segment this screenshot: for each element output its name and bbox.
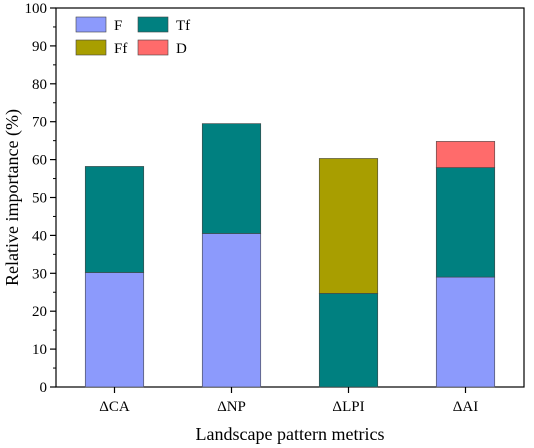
bar-segment-tf <box>201 123 262 234</box>
ticks: 0 10 20 30 40 50 60 70 80 90 100 ΔCA ΔNP ΔLPI ΔAI <box>25 1 479 415</box>
legend-swatch-ff <box>75 39 107 56</box>
x-tick-label: ΔAI <box>453 399 478 415</box>
legend: F Tf Ff D <box>75 16 190 57</box>
bar-segment-d <box>435 141 496 168</box>
x-axis-title: Landscape pattern metrics <box>196 424 385 444</box>
y-tick-label: 0 <box>40 380 48 396</box>
y-tick-label: 70 <box>32 115 47 131</box>
y-tick-label: 60 <box>32 153 47 169</box>
bar-segment-tf <box>318 293 379 388</box>
x-tick-label: ΔLPI <box>332 399 364 415</box>
bars <box>84 123 496 388</box>
y-tick-label: 100 <box>25 1 48 17</box>
legend-label-tf: Tf <box>176 18 190 34</box>
legend-swatch-d <box>137 39 169 56</box>
y-tick-label: 10 <box>32 342 47 358</box>
legend-label-d: D <box>176 41 187 57</box>
y-tick-label: 20 <box>32 304 47 320</box>
x-tick-label: ΔNP <box>217 399 246 415</box>
y-tick-label: 50 <box>32 191 47 207</box>
x-tick-label: ΔCA <box>99 399 130 415</box>
bar-segment-f <box>84 272 145 388</box>
y-tick-label: 90 <box>32 39 47 55</box>
y-axis-title: Relative importance (%) <box>2 109 23 286</box>
y-tick-label: 80 <box>32 77 47 93</box>
legend-swatch-tf <box>137 16 169 33</box>
bar-segment-f <box>201 233 262 388</box>
bar-segment-f <box>435 276 496 388</box>
bar-segment-tf <box>435 167 496 278</box>
legend-label-ff: Ff <box>114 41 127 57</box>
y-tick-label: 40 <box>32 228 47 244</box>
bar-segment-tf <box>84 166 145 273</box>
bar-segment-ff <box>318 158 379 294</box>
legend-swatch-f <box>75 16 107 33</box>
legend-label-f: F <box>114 18 122 34</box>
y-tick-label: 30 <box>32 266 47 282</box>
